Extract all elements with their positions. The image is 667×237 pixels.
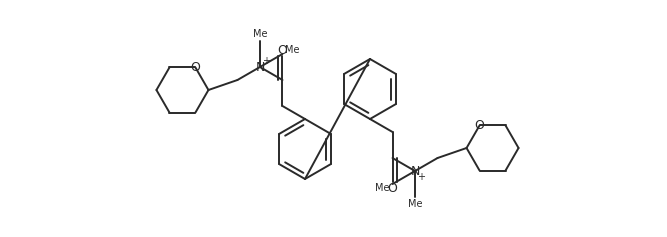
Text: Me: Me xyxy=(376,183,390,193)
Text: +: + xyxy=(417,172,425,182)
Text: Me: Me xyxy=(408,199,422,209)
Text: O: O xyxy=(191,61,200,74)
Text: N: N xyxy=(255,60,265,73)
Text: O: O xyxy=(475,119,484,132)
Text: O: O xyxy=(277,44,287,56)
Text: Me: Me xyxy=(285,45,299,55)
Text: O: O xyxy=(388,182,398,195)
Text: Me: Me xyxy=(253,29,267,39)
Text: N: N xyxy=(410,164,420,178)
Text: +: + xyxy=(262,56,270,66)
